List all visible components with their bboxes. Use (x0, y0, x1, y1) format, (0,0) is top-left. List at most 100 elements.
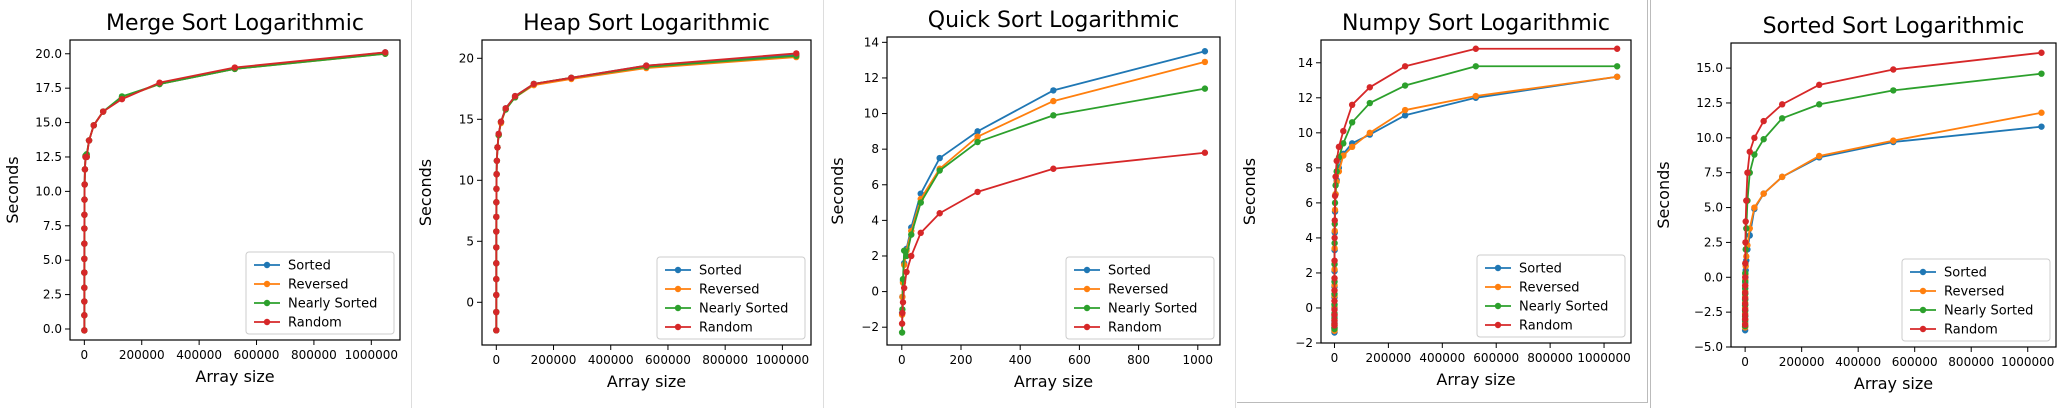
series-random (1331, 45, 1621, 329)
legend: Sorted Reversed Nearly Sorted Random (1901, 258, 2051, 342)
x-tick-label: 200000 (119, 348, 165, 362)
data-point (493, 275, 500, 283)
y-tick-label: 2.5 (1704, 235, 1723, 249)
y-axis-label: Seconds (1240, 158, 1259, 225)
data-point (1201, 48, 1209, 55)
y-tick-label: 4 (1305, 231, 1313, 245)
legend-marker (263, 280, 271, 288)
data-point (1472, 63, 1480, 70)
data-point (118, 95, 126, 103)
x-tick-label: 0 (81, 348, 89, 362)
y-tick-label: 6 (1305, 196, 1313, 210)
x-tick-label: 600000 (1473, 351, 1519, 365)
data-point (2038, 70, 2045, 77)
data-point (2038, 109, 2045, 116)
data-point (1816, 152, 1823, 160)
data-point (898, 329, 906, 336)
data-point (1613, 45, 1621, 52)
legend-label: Nearly Sorted (1108, 302, 1197, 317)
data-point (900, 284, 908, 292)
legend-marker (674, 304, 682, 312)
data-point (1760, 190, 1767, 197)
x-tick-label: 400000 (1419, 351, 1465, 365)
y-tick-label: 10 (1298, 126, 1313, 140)
legend: Sorted Reversed Nearly Sorted Random (1476, 254, 1626, 338)
y-tick-label: 5.0 (1704, 201, 1723, 215)
data-point (936, 210, 943, 217)
y-tick-label: −5.0 (1694, 340, 1723, 354)
y-tick-label: 10 (864, 107, 879, 121)
axes-frame (1320, 39, 1632, 344)
data-point (917, 199, 924, 206)
y-axis-label: Seconds (3, 156, 22, 223)
data-point (81, 298, 88, 305)
data-point (231, 64, 238, 71)
legend-marker (1083, 304, 1091, 312)
data-point (1201, 149, 1209, 156)
data-point (793, 50, 800, 57)
legend-label: Reversed (288, 278, 349, 293)
data-point (1050, 112, 1057, 119)
data-point (81, 181, 88, 188)
data-point (974, 138, 981, 146)
legend-box (1901, 258, 2051, 342)
data-point (493, 171, 500, 178)
axes-frame (1730, 42, 2057, 348)
legend-marker (1919, 268, 1927, 276)
y-tick-label: 12.5 (35, 150, 62, 164)
data-point (493, 291, 500, 299)
data-point (382, 49, 389, 56)
data-point (493, 157, 501, 164)
x-tick-label: 1000000 (1577, 351, 1630, 365)
y-tick-label: 15 (459, 112, 474, 126)
data-point (83, 153, 90, 161)
data-point (156, 79, 163, 86)
data-point (1816, 101, 1823, 108)
data-point (1613, 73, 1621, 80)
y-tick-label: 2 (1305, 266, 1313, 280)
data-point (900, 247, 908, 254)
x-axis-label: Array size (195, 367, 274, 386)
x-tick-label: 0 (1331, 351, 1339, 365)
x-tick-label: 200000 (1365, 351, 1411, 365)
legend-item-sorted: Sorted (1074, 264, 1151, 279)
data-point (1340, 140, 1347, 147)
legend-box (1065, 256, 1215, 340)
legend-item-nearly-sorted: Nearly Sorted (1074, 302, 1197, 317)
data-point (899, 309, 906, 317)
series-random (81, 49, 389, 334)
data-point (1741, 311, 1749, 319)
data-point (81, 312, 88, 319)
y-tick-label: 0.0 (1704, 270, 1723, 284)
legend-label: Nearly Sorted (699, 302, 788, 317)
data-point (568, 74, 575, 82)
legend: Sorted Reversed Nearly Sorted Random (656, 256, 806, 340)
legend-label: Random (288, 316, 342, 331)
data-point (81, 211, 88, 218)
data-point (1332, 173, 1339, 180)
data-point (1331, 274, 1338, 282)
legend: Sorted Reversed Nearly Sorted Random (1065, 256, 1215, 340)
data-point (1335, 143, 1343, 151)
data-point (1742, 239, 1749, 246)
x-tick-label: 600000 (234, 348, 280, 362)
y-tick-label: 7.5 (43, 219, 62, 233)
chart-title: Merge Sort Logarithmic (106, 11, 364, 36)
y-tick-label: 7.5 (1704, 166, 1723, 180)
legend-marker (1083, 323, 1091, 331)
data-point (1472, 45, 1480, 52)
data-point (1742, 218, 1749, 225)
series-random (898, 149, 1209, 327)
y-axis-label: Seconds (828, 157, 847, 224)
data-point (1741, 289, 1749, 296)
legend-item-reversed: Reversed (254, 278, 349, 293)
data-point (899, 299, 907, 306)
x-tick-label: 1000 (1183, 353, 1214, 367)
data-point (1201, 85, 1209, 92)
legend-marker (1494, 302, 1502, 310)
data-point (936, 167, 943, 174)
data-point (1613, 63, 1621, 70)
data-point (1401, 106, 1409, 114)
data-point (908, 231, 915, 238)
data-point (1366, 129, 1374, 137)
